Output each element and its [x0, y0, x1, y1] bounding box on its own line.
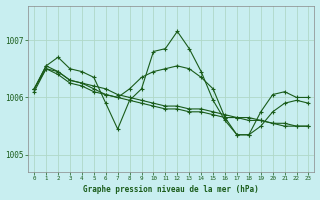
X-axis label: Graphe pression niveau de la mer (hPa): Graphe pression niveau de la mer (hPa): [84, 185, 259, 194]
